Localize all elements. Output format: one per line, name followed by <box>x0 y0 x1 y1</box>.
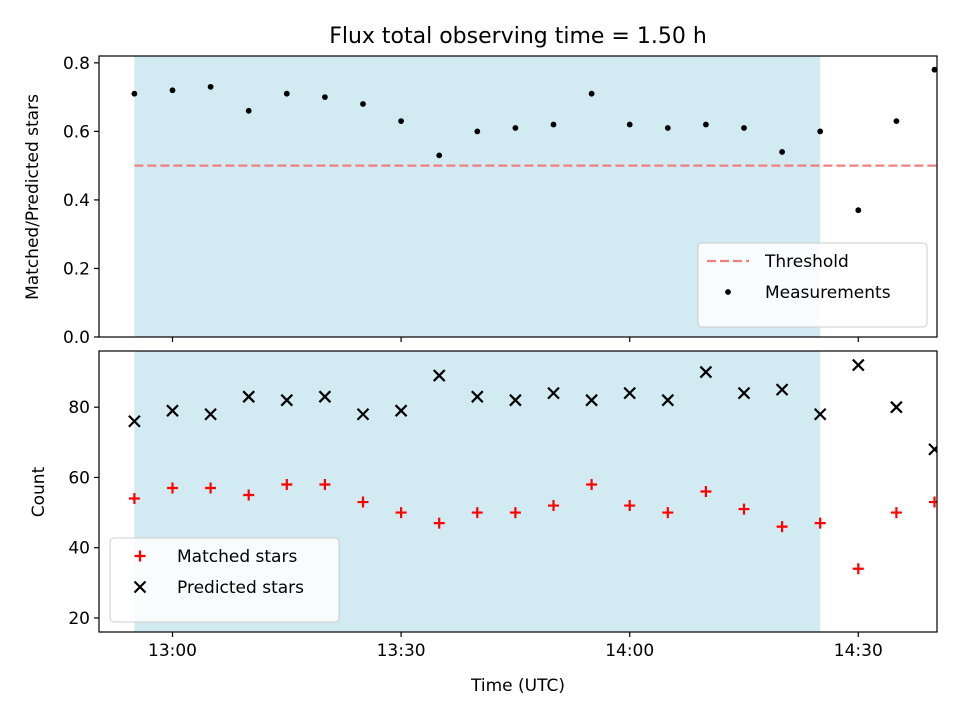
measurement-point <box>322 94 328 100</box>
y-axis-label-ratio: Matched/Predicted stars <box>23 94 43 300</box>
measurement-point <box>170 87 176 93</box>
x-tick-label: 13:00 <box>148 641 197 661</box>
predicted-star-point <box>891 402 902 413</box>
x-tick-label: 14:30 <box>834 641 883 661</box>
measurement-point <box>741 125 747 131</box>
measurement-point <box>894 118 900 124</box>
predicted-star-point <box>929 444 940 455</box>
x-tick-label: 14:00 <box>605 641 654 661</box>
measurement-point <box>398 118 404 124</box>
y-axis-label-counts: Count <box>29 466 49 517</box>
plot-layer: 0.0 0.2 0.4 0.6 0.8 Threshold Measurements 20 40… <box>63 54 960 661</box>
x-tick-label: 13:30 <box>377 641 426 661</box>
y-tick-label: 20 <box>68 609 90 629</box>
y-tick-label: 80 <box>68 398 90 418</box>
chart-title: Flux total observing time = 1.50 h <box>329 24 707 49</box>
measurement-point <box>589 91 595 97</box>
measurement-point <box>474 128 480 134</box>
matched-star-point <box>853 563 864 574</box>
measurement-point <box>208 84 214 90</box>
y-tick-label: 0.0 <box>63 328 90 348</box>
measurement-point <box>703 122 709 128</box>
panel-counts: 2040608013:0013:3014:0014:3015:0015:3016… <box>68 351 960 661</box>
measurement-point <box>284 91 290 97</box>
legend-label: Matched stars <box>177 547 297 567</box>
y-tick-label: 40 <box>68 539 90 559</box>
y-tick-label: 0.4 <box>63 191 90 211</box>
y-tick-label: 60 <box>68 468 90 488</box>
measurement-point <box>551 122 557 128</box>
measurement-point <box>627 122 633 128</box>
y-tick-label: 0.2 <box>63 259 90 279</box>
legend-label: Predicted stars <box>177 578 304 598</box>
measurement-point <box>436 152 442 158</box>
y-tick-label: 0.8 <box>63 54 90 74</box>
measurement-point <box>779 149 785 155</box>
x-axis-label: Time (UTC) <box>470 676 565 696</box>
y-tick-label: 0.6 <box>63 122 90 142</box>
predicted-star-point <box>853 360 864 371</box>
legend-label: Measurements <box>765 283 891 303</box>
measurement-point <box>665 125 671 131</box>
measurement-point <box>817 128 823 134</box>
legend-ratio: Threshold Measurements <box>698 243 927 327</box>
legend-handle-measurements <box>725 289 731 295</box>
measurement-point <box>513 125 519 131</box>
matched-star-point <box>929 497 940 508</box>
panel-ratio: 0.0 0.2 0.4 0.6 0.8 Threshold Measurements <box>63 54 960 348</box>
legend-label: Threshold <box>764 252 849 272</box>
matched-star-point <box>891 507 902 518</box>
measurement-point <box>360 101 366 107</box>
legend-counts: Matched stars Predicted stars <box>110 538 339 622</box>
measurement-point <box>855 207 861 213</box>
measurement-point <box>132 91 138 97</box>
measurement-point <box>246 108 252 114</box>
